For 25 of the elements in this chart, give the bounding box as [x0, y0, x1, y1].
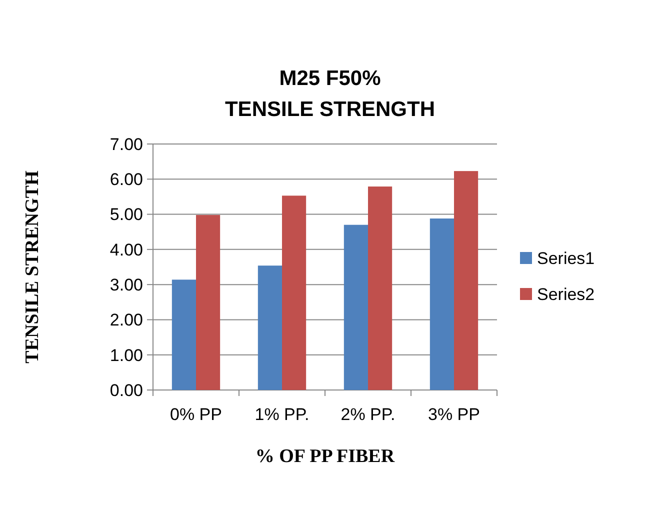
- legend-label: Series1: [537, 248, 595, 268]
- bar: [258, 266, 282, 390]
- y-tick-label: 6.00: [110, 170, 143, 190]
- bar: [344, 224, 368, 390]
- x-axis-title: % OF PP FIBER: [255, 446, 395, 467]
- x-tick-label: 3% PP: [428, 405, 480, 424]
- y-tick-label: 4.00: [110, 240, 143, 260]
- x-tick-label: 1% PP.: [254, 405, 310, 424]
- bar: [196, 214, 220, 390]
- y-axis-title: TENSILE STRENGTH: [22, 170, 43, 364]
- bar: [454, 171, 478, 390]
- x-tick-label: 0% PP: [170, 405, 222, 424]
- y-tick-label: 0.00: [110, 380, 143, 400]
- bar: [172, 280, 196, 390]
- bar: [430, 218, 454, 390]
- bar: [282, 196, 306, 390]
- y-tick-label: 5.00: [110, 205, 143, 224]
- x-tick-label: 2% PP.: [340, 405, 396, 424]
- legend-label: Series2: [537, 284, 595, 304]
- chart-title: M25 F50% TENSILE STRENGTH: [224, 67, 436, 121]
- y-tick-label: 7.00: [110, 134, 143, 154]
- bar: [368, 186, 392, 390]
- y-tick-label: 2.00: [110, 310, 143, 330]
- y-tick-label: 1.00: [110, 346, 143, 365]
- y-tick-label: 3.00: [110, 276, 143, 295]
